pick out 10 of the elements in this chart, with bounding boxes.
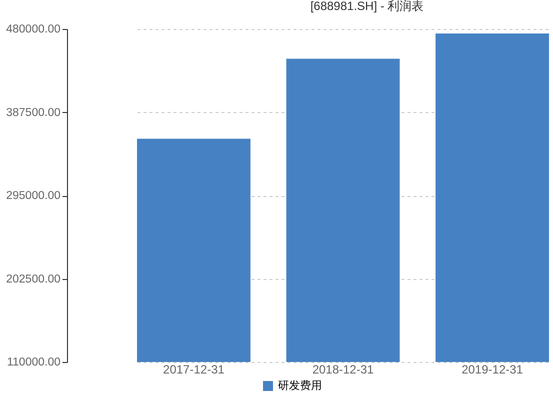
x-tick-label: 2018-12-31 [312, 362, 374, 376]
chart-title: [688981.SH] - 利润表 [310, 0, 424, 13]
y-tick-label: 110000.00 [6, 356, 60, 368]
x-tick-label: 2017-12-31 [163, 362, 225, 376]
y-tick-label: 295000.00 [6, 190, 60, 202]
y-tick-label: 387500.00 [6, 106, 60, 119]
x-tick-label: 2019-12-31 [462, 362, 524, 376]
y-tick-label: 202500.00 [6, 273, 60, 286]
y-tick-label: 480000.00 [6, 24, 60, 36]
legend-label: 研发费用 [278, 379, 322, 392]
